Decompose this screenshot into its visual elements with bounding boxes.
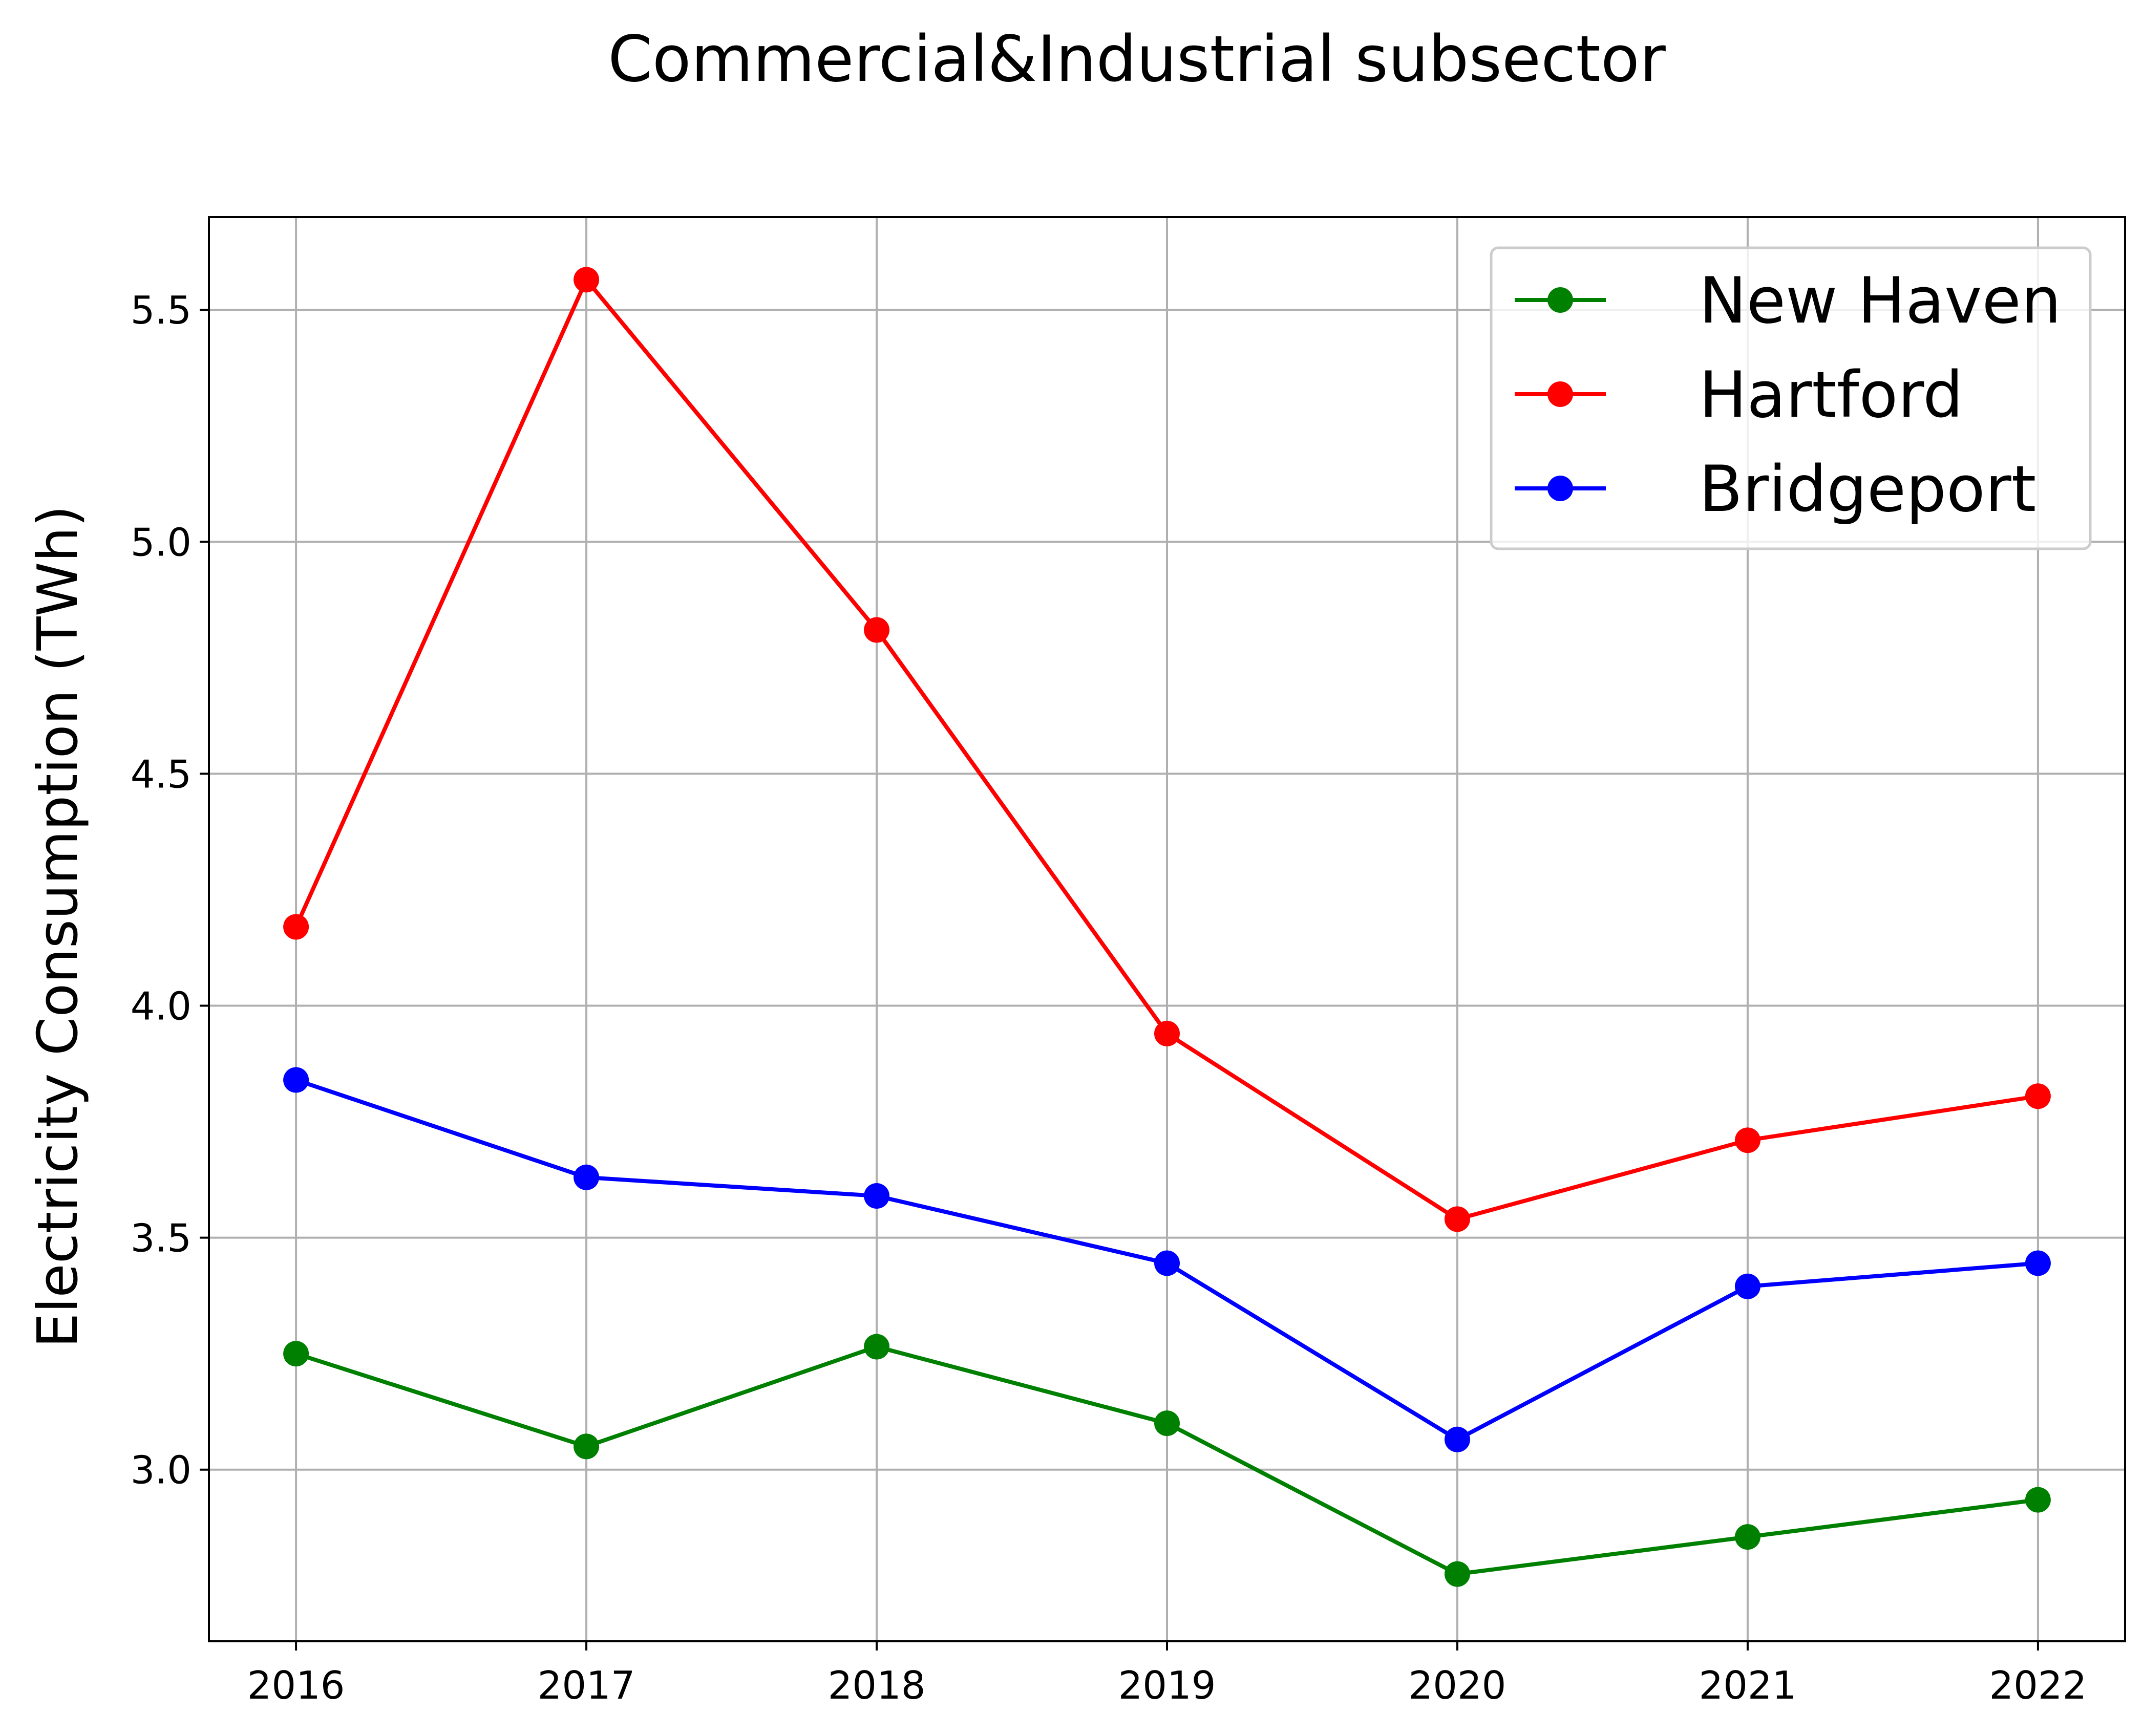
- series-bridgeport: [283, 1067, 2051, 1452]
- data-point-bridgeport: [283, 1067, 309, 1093]
- y-axis-label: Electricity Consumption (TWh): [26, 505, 90, 1348]
- x-tick-label: 2022: [1989, 1663, 2087, 1708]
- data-point-hartford: [283, 914, 309, 940]
- legend-box: [1490, 246, 2092, 550]
- legend-label-bridgeport: Bridgeport: [1699, 453, 2036, 526]
- axis-ticks: 2016 2017 2018 2019 2020 2021 2022 3.0 3.5 4.0 4.5…: [131, 288, 2087, 1708]
- data-point-new-haven: [574, 1433, 600, 1460]
- y-tick-label: 5.0: [131, 520, 192, 565]
- legend-entry-hartford: Hartford: [1515, 358, 1963, 432]
- data-point-new-haven: [283, 1341, 309, 1367]
- data-point-bridgeport: [864, 1183, 890, 1209]
- x-tick-label: 2016: [247, 1663, 345, 1708]
- x-tick-label: 2018: [828, 1663, 926, 1708]
- legend-entry-new-haven: New Haven: [1515, 264, 2061, 338]
- x-tick-label: 2019: [1118, 1663, 1216, 1708]
- y-tick-label: 4.0: [131, 984, 192, 1029]
- data-point-bridgeport: [1444, 1426, 1470, 1452]
- data-point-bridgeport: [574, 1164, 600, 1190]
- data-point-new-haven: [2025, 1487, 2051, 1513]
- y-tick-label: 5.5: [131, 288, 192, 333]
- y-tick-label: 3.0: [131, 1448, 192, 1493]
- data-point-bridgeport: [1154, 1250, 1180, 1276]
- series-lines: [283, 267, 2051, 1587]
- legend-label-hartford: Hartford: [1699, 358, 1963, 432]
- data-point-hartford: [864, 617, 890, 643]
- legend: New Haven Hartford Bridgeport: [1490, 246, 2092, 550]
- data-point-hartford: [1734, 1127, 1760, 1153]
- y-tick-label: 3.5: [131, 1216, 192, 1261]
- x-tick-label: 2017: [538, 1663, 635, 1708]
- data-point-hartford: [1444, 1206, 1470, 1232]
- legend-label-new-haven: New Haven: [1699, 264, 2061, 338]
- data-point-bridgeport: [2025, 1250, 2051, 1276]
- x-tick-label: 2021: [1699, 1663, 1797, 1708]
- data-point-new-haven: [1444, 1561, 1470, 1587]
- legend-marker-new-haven: [1547, 287, 1573, 313]
- x-tick-label: 2020: [1409, 1663, 1507, 1708]
- chart-title: Commercial&Industrial subsector: [608, 23, 1666, 96]
- data-point-new-haven: [1154, 1410, 1180, 1437]
- grid: [209, 217, 2125, 1641]
- legend-marker-bridgeport: [1547, 476, 1573, 501]
- legend-marker-hartford: [1547, 381, 1573, 407]
- data-point-new-haven: [864, 1334, 890, 1360]
- data-point-hartford: [2025, 1083, 2051, 1109]
- data-point-new-haven: [1734, 1524, 1760, 1550]
- legend-entry-bridgeport: Bridgeport: [1515, 453, 2036, 526]
- y-tick-label: 4.5: [131, 752, 192, 797]
- data-point-bridgeport: [1734, 1273, 1760, 1299]
- data-point-hartford: [574, 267, 600, 293]
- data-point-hartford: [1154, 1020, 1180, 1046]
- series-new-haven: [283, 1334, 2051, 1587]
- series-hartford: [283, 267, 2051, 1232]
